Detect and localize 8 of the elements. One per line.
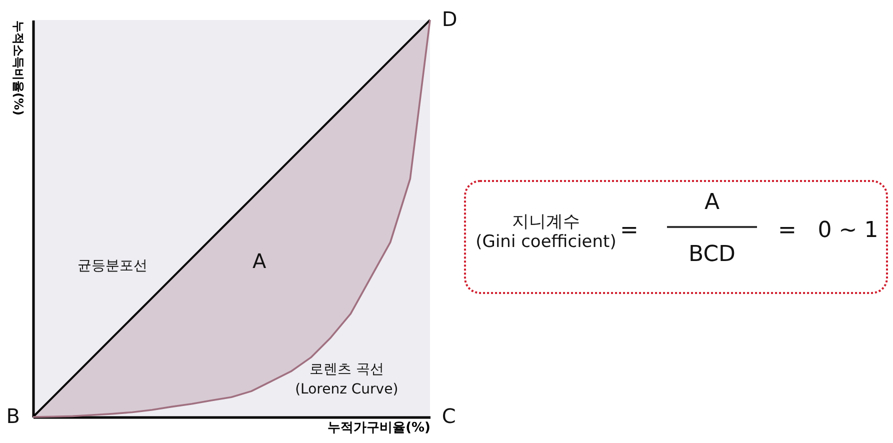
x-axis-title: 누적가구비율(%) [328,420,430,436]
y-axis-title: 누적소득비율(%) [12,20,26,116]
text: C [442,404,456,428]
series-label: 균등분포선 [77,258,148,274]
text: B [6,404,20,428]
annotation: A [252,249,266,274]
text: D [442,7,458,31]
series-label: 로렌츠 곡선 (Lorenz Curve) [295,361,398,398]
